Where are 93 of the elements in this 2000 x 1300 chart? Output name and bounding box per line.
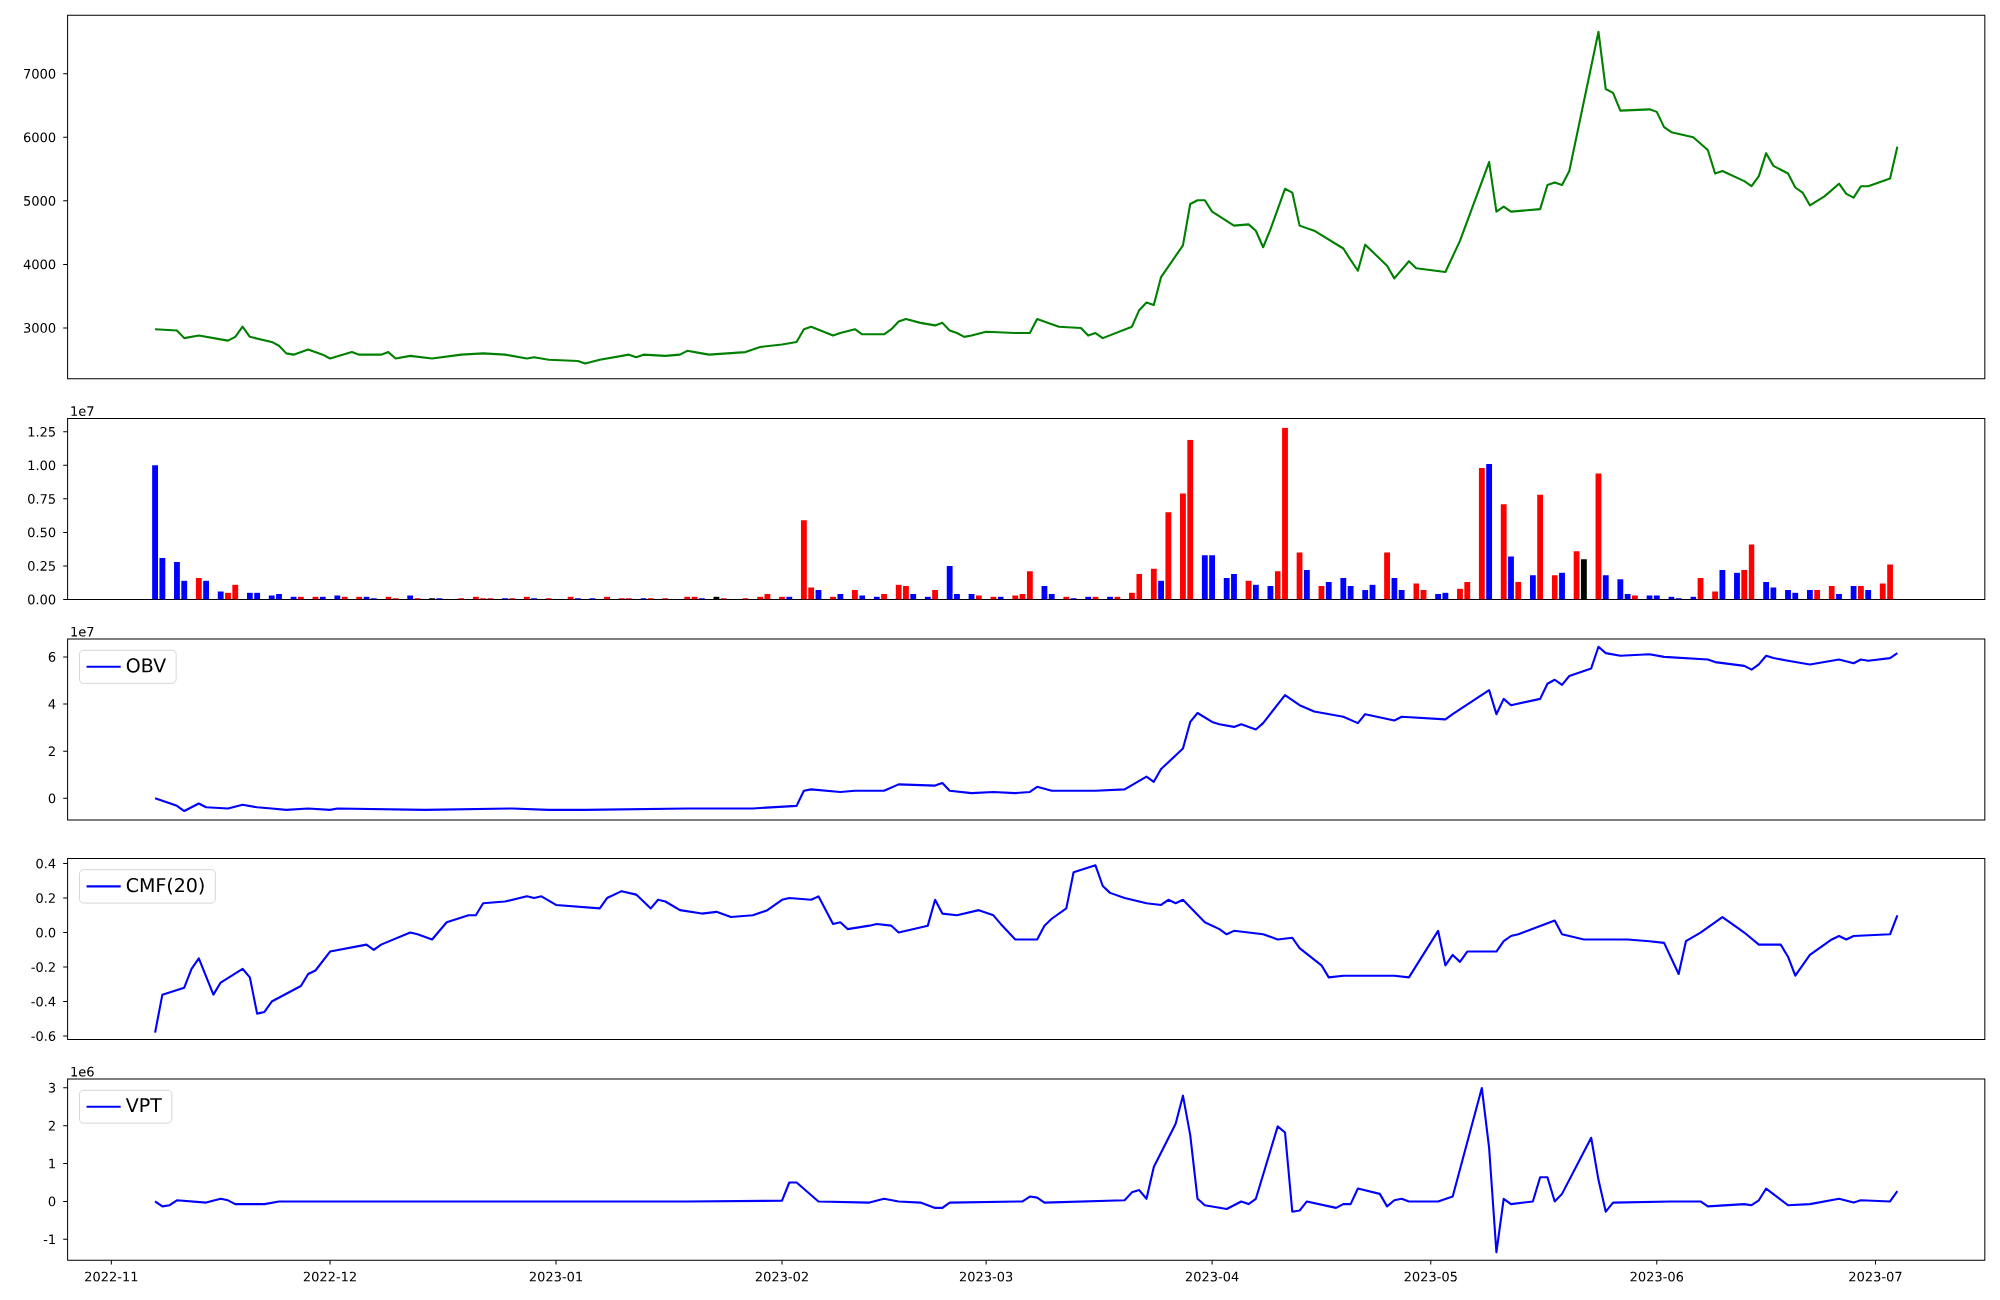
text: 1e6 (71, 1066, 94, 1077)
bar (1734, 572, 1740, 600)
bar (1865, 590, 1872, 600)
bar (1347, 586, 1354, 600)
bar (1508, 556, 1514, 600)
y-tick-label: 2 (48, 1120, 55, 1131)
bar (1500, 504, 1507, 600)
bar (1529, 575, 1536, 600)
bar (1814, 590, 1821, 600)
y-tick-label: 0 (48, 793, 56, 804)
bar (1602, 575, 1609, 600)
bar (1836, 594, 1842, 600)
bar (1806, 590, 1813, 600)
bar (1486, 464, 1493, 600)
bar (910, 594, 917, 600)
y-tick-label: 5000 (24, 195, 56, 206)
y-tick-label: 1 (49, 1158, 55, 1169)
y-tick-label: 6000 (23, 132, 56, 143)
bar (1282, 427, 1288, 600)
bar (1478, 468, 1485, 600)
x-tick-label: 2022-11 (85, 1271, 138, 1282)
bar (1325, 582, 1332, 600)
bar (217, 591, 224, 600)
bar (1719, 569, 1726, 600)
y-tick-label: 4000 (23, 259, 56, 270)
legend-label: CMF(20) (126, 877, 204, 895)
bar (1624, 594, 1631, 600)
bar (1617, 579, 1624, 600)
y-tick-label: 0.00 (28, 594, 56, 605)
y-tick-label: 4 (48, 699, 56, 709)
y-tick-label: 0.75 (28, 493, 55, 504)
bar (1048, 594, 1055, 600)
bar (1340, 578, 1347, 600)
text: 1e7 (71, 406, 94, 416)
bar (1712, 591, 1719, 600)
y-tick-label: 1.25 (28, 426, 55, 437)
bar (1362, 590, 1369, 600)
y-tick-label: 7000 (24, 68, 56, 79)
bar (195, 578, 202, 600)
x-tick-label: 2022-12 (303, 1271, 356, 1282)
bar (1632, 595, 1638, 600)
bar (881, 594, 887, 600)
y-tick-label: 0.2 (36, 893, 55, 903)
bar (407, 595, 414, 600)
x-tick-label: 2023-04 (1185, 1271, 1239, 1282)
bar (1537, 494, 1544, 600)
bar (975, 595, 982, 600)
bar (1398, 590, 1405, 600)
bar (1165, 512, 1172, 600)
bar (1252, 584, 1259, 600)
y-tick-label: 3 (48, 1082, 56, 1093)
bar (1879, 583, 1886, 600)
line-series (154, 30, 1899, 365)
y-tick-label: 0 (48, 1196, 56, 1207)
bar (254, 592, 261, 600)
y-tick-label: 3000 (24, 323, 56, 333)
x-tick-label: 2023-05 (1404, 1271, 1457, 1282)
bar (1559, 572, 1565, 600)
bar (1384, 552, 1390, 600)
y-tick-label: 0.25 (28, 561, 55, 571)
bar (1026, 571, 1033, 600)
bar (1653, 595, 1660, 600)
bar (1150, 568, 1157, 600)
bar (1857, 586, 1864, 600)
y-tick-label: -0.2 (31, 962, 55, 972)
bar (334, 595, 341, 600)
y-tick-label: -0.6 (31, 1031, 56, 1041)
bar (1741, 569, 1748, 600)
y-tick-label: -1 (43, 1234, 55, 1245)
bar (1129, 592, 1135, 600)
y-tick-label: 0.0 (36, 927, 56, 938)
x-tick-label: 2023-03 (959, 1271, 1013, 1282)
legend-label: OBV (126, 658, 167, 673)
y-tick-label: 6 (48, 652, 56, 662)
y-tick-label: 0.50 (28, 527, 56, 538)
bar (203, 580, 210, 600)
x-tick-label: 2023-02 (755, 1271, 808, 1282)
bar (1012, 595, 1019, 600)
x-tick-label: 2023-01 (529, 1271, 582, 1282)
bar (932, 590, 939, 600)
y-tick-label: -0.4 (31, 996, 56, 1007)
y-tick-label: 0.4 (36, 858, 56, 869)
y-tick-label: 2 (48, 746, 55, 756)
bar (851, 590, 858, 600)
bar (1763, 582, 1770, 600)
legend-label: VPT (125, 1098, 162, 1113)
bar (1515, 582, 1522, 600)
bar (1158, 580, 1164, 600)
x-tick-label: 2023-06 (1630, 1271, 1684, 1282)
bar (1303, 569, 1310, 600)
y-tick-label: 1.00 (28, 460, 56, 471)
x-tick-label: 2023-07 (1849, 1271, 1902, 1282)
text: 1e7 (71, 626, 94, 637)
